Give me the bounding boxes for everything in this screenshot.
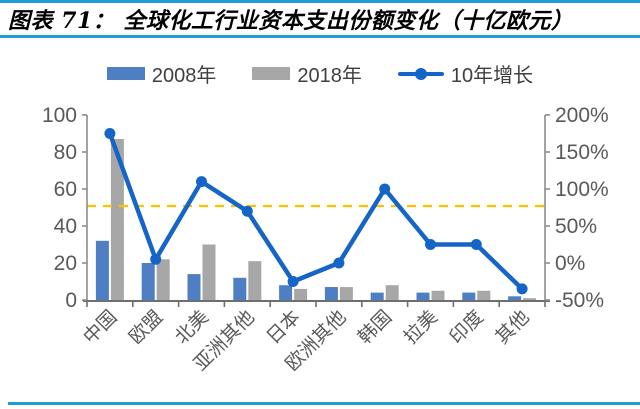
- bar-2018年-中国: [110, 139, 124, 300]
- right-axis-label: -50%: [555, 289, 604, 312]
- left-axis-label: 0: [65, 289, 77, 312]
- title-underline-rule: [0, 35, 640, 38]
- bar-2018年-北美: [202, 244, 216, 300]
- legend-item-2018: 2018年: [252, 59, 362, 88]
- bar-2008年-拉美: [416, 292, 430, 300]
- legend-label-2008: 2008年: [151, 65, 217, 87]
- bar-2008年-中国: [95, 240, 109, 300]
- left-axis-label: 100: [42, 104, 77, 127]
- bar-2018年-其他: [523, 298, 537, 300]
- bottom-accent-rule: [8, 402, 640, 405]
- growth-point-拉美: [425, 239, 436, 250]
- x-category-label: 欧盟: [125, 306, 167, 348]
- legend-swatch-2018-icon: [252, 67, 291, 80]
- bar-2008年-欧洲其他: [324, 287, 338, 300]
- growth-point-印度: [470, 239, 482, 250]
- bar-2008年-韩国: [370, 292, 384, 300]
- bar-2018年-韩国: [385, 285, 399, 300]
- bar-2008年-日本: [279, 285, 293, 300]
- bar-2018年-日本: [294, 288, 308, 300]
- bar-2018年-拉美: [431, 290, 445, 300]
- bar-2018年-欧盟: [156, 259, 170, 300]
- legend-item-growth: 10年增长: [397, 59, 534, 88]
- x-category-label: 印度: [445, 306, 487, 348]
- growth-point-北美: [196, 176, 207, 188]
- x-category-label: 拉美: [400, 306, 442, 348]
- left-axis-label: 40: [54, 215, 77, 238]
- bar-2018年-亚洲其他: [248, 261, 262, 300]
- growth-point-欧盟: [150, 253, 162, 265]
- bar-2008年-其他: [508, 296, 522, 300]
- bar-2008年-印度: [462, 292, 476, 300]
- chart-legend: 2008年 2018年 10年增长: [0, 59, 640, 88]
- right-axis-label: 100%: [555, 178, 609, 201]
- bar-2008年-亚洲其他: [233, 277, 247, 300]
- legend-label-growth: 10年增长: [450, 65, 534, 87]
- x-category-label: 韩国: [354, 306, 396, 348]
- growth-point-欧洲其他: [333, 257, 345, 269]
- x-category-label: 中国: [79, 306, 121, 348]
- left-axis-label: 20: [54, 252, 77, 275]
- left-axis-label: 60: [54, 178, 77, 201]
- x-category-label: 日本: [262, 306, 304, 348]
- top-accent-rule: [0, 0, 640, 3]
- right-axis-label: 200%: [555, 104, 609, 127]
- growth-point-日本: [287, 276, 299, 287]
- chart-title: 图表 71： 全球化工行业资本支出份额变化（十亿欧元）: [8, 8, 574, 34]
- right-axis-label: 150%: [555, 141, 609, 164]
- right-axis-label: 0%: [555, 252, 585, 275]
- legend-swatch-2008-icon: [106, 67, 145, 80]
- growth-point-中国: [104, 128, 116, 139]
- legend-item-2008: 2008年: [106, 59, 217, 88]
- growth-point-韩国: [379, 183, 391, 195]
- growth-point-亚洲其他: [241, 205, 253, 217]
- growth-point-其他: [516, 283, 528, 295]
- x-category-label: 其他: [491, 306, 533, 348]
- legend-line-marker-icon: [397, 67, 444, 81]
- right-axis-label: 50%: [555, 215, 597, 238]
- left-axis-label: 80: [54, 141, 77, 164]
- x-category-label: 北美: [171, 306, 213, 348]
- bar-2018年-欧洲其他: [339, 287, 353, 300]
- legend-label-2018: 2018年: [297, 65, 362, 87]
- bar-2008年-欧盟: [141, 263, 155, 300]
- bar-2008年-北美: [187, 274, 201, 300]
- bar-2018年-印度: [477, 290, 491, 300]
- growth-line: [107, 131, 525, 292]
